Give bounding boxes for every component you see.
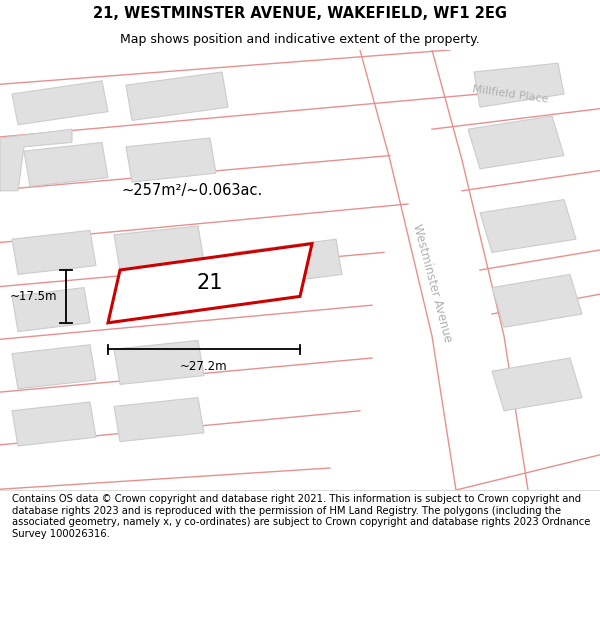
- Polygon shape: [114, 341, 204, 384]
- Polygon shape: [126, 72, 228, 121]
- Text: ~257m²/~0.063ac.: ~257m²/~0.063ac.: [121, 183, 263, 198]
- Polygon shape: [474, 63, 564, 108]
- Polygon shape: [12, 288, 90, 332]
- Polygon shape: [12, 231, 96, 274]
- Polygon shape: [480, 199, 576, 252]
- Polygon shape: [114, 226, 204, 270]
- Text: ~17.5m: ~17.5m: [10, 290, 57, 303]
- Text: ~27.2m: ~27.2m: [180, 360, 228, 373]
- Polygon shape: [492, 274, 582, 328]
- Polygon shape: [0, 129, 72, 191]
- Polygon shape: [24, 142, 108, 186]
- Polygon shape: [126, 138, 216, 182]
- Polygon shape: [492, 358, 582, 411]
- Text: 21: 21: [197, 273, 223, 293]
- Polygon shape: [468, 116, 564, 169]
- Polygon shape: [12, 81, 108, 125]
- Text: 21, WESTMINSTER AVENUE, WAKEFIELD, WF1 2EG: 21, WESTMINSTER AVENUE, WAKEFIELD, WF1 2…: [93, 6, 507, 21]
- Text: Map shows position and indicative extent of the property.: Map shows position and indicative extent…: [120, 32, 480, 46]
- Polygon shape: [12, 345, 96, 389]
- Polygon shape: [114, 398, 204, 442]
- Text: Westminster Avenue: Westminster Avenue: [410, 222, 454, 344]
- Polygon shape: [234, 239, 342, 288]
- Polygon shape: [12, 402, 96, 446]
- Text: Millfield Place: Millfield Place: [472, 84, 548, 104]
- Polygon shape: [108, 244, 312, 322]
- Text: Contains OS data © Crown copyright and database right 2021. This information is : Contains OS data © Crown copyright and d…: [12, 494, 590, 539]
